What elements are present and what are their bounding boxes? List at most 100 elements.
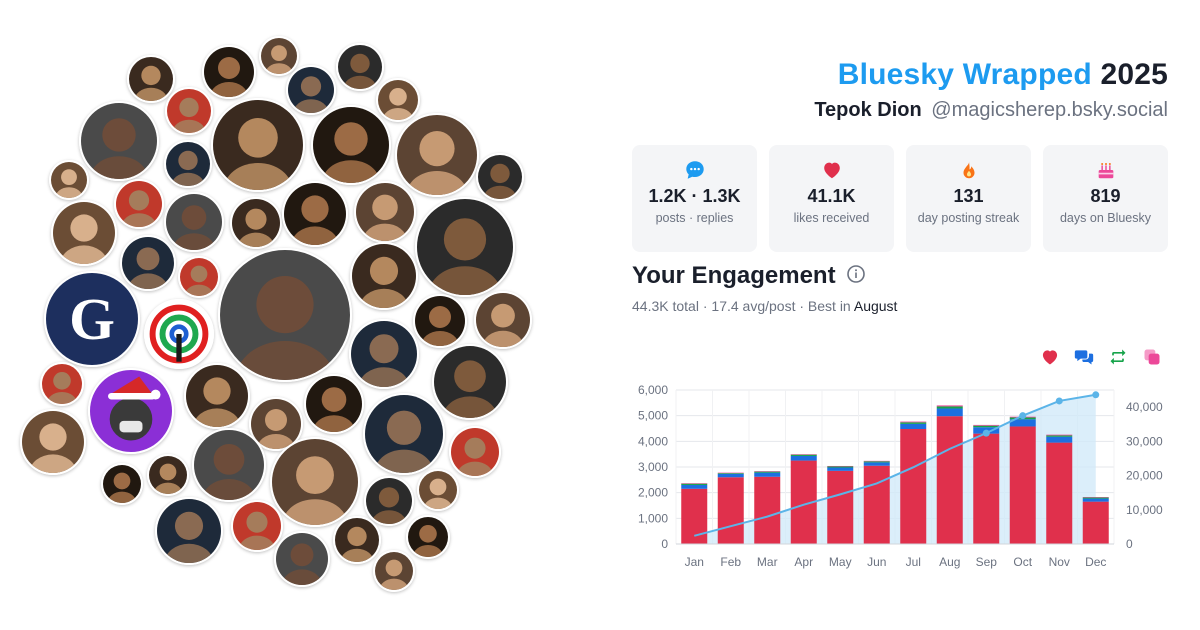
cumulative-point bbox=[1019, 412, 1027, 420]
avatar bbox=[231, 500, 283, 552]
bar-segment-0 bbox=[1082, 501, 1109, 544]
avatar bbox=[364, 476, 414, 526]
avatar bbox=[333, 516, 381, 564]
info-icon[interactable] bbox=[846, 264, 866, 289]
engagement-summary: 44.3K total · 17.4 avg/post · Best in Au… bbox=[632, 298, 898, 314]
stat-value-likes: 41.1K bbox=[807, 186, 856, 206]
stat-label-likes: likes received bbox=[793, 211, 870, 225]
bar-segment-0 bbox=[863, 465, 890, 544]
bar-segment-2 bbox=[973, 425, 1000, 428]
avatar bbox=[474, 291, 532, 349]
comment-bubble-icon bbox=[632, 159, 757, 181]
legend-replies[interactable] bbox=[1074, 347, 1094, 367]
engagement-chart: 0 1,000 2,000 3,000 4,000 5,000 6,000 0 10,000 20… bbox=[638, 383, 1163, 569]
stat-card-streak: 131 day posting streak bbox=[906, 145, 1031, 252]
avatar bbox=[349, 319, 419, 389]
avatar bbox=[165, 87, 213, 135]
avatar bbox=[147, 454, 189, 496]
engagement-title: Your Engagement bbox=[632, 262, 836, 289]
avatar bbox=[373, 550, 415, 592]
bar-segment-1 bbox=[863, 462, 890, 466]
svg-text:G: G bbox=[69, 287, 115, 352]
avatar bbox=[230, 197, 282, 249]
x-tick-label: Oct bbox=[1013, 555, 1032, 569]
avatar-cloud: G bbox=[0, 0, 560, 630]
cumulative-point bbox=[982, 429, 990, 437]
repost-icon bbox=[1110, 349, 1126, 365]
avatar bbox=[363, 393, 445, 475]
bar-segment-2 bbox=[863, 461, 890, 463]
y2-tick-label: 0 bbox=[1126, 537, 1133, 551]
bar-segment-1 bbox=[717, 473, 744, 478]
stat-label-streak: day posting streak bbox=[917, 211, 1020, 225]
avatar bbox=[202, 45, 256, 99]
avatar bbox=[354, 181, 416, 243]
stats-row: 1.2K · 1.3K posts · replies 41.1K likes … bbox=[632, 145, 1168, 252]
avatar bbox=[449, 426, 501, 478]
bar-segment-1 bbox=[900, 423, 927, 430]
bar-segment-3 bbox=[1046, 434, 1073, 436]
bar-segment-0 bbox=[754, 476, 781, 544]
reply-bubbles-icon bbox=[1074, 350, 1094, 365]
page-title: Bluesky Wrapped 2025 bbox=[814, 56, 1168, 94]
engagement-total: 44.3K bbox=[632, 298, 669, 314]
engagement-best-prefix: Best in bbox=[807, 298, 851, 314]
bar-segment-1 bbox=[936, 408, 963, 417]
avatar bbox=[406, 515, 450, 559]
heart-icon bbox=[1042, 350, 1058, 365]
avatar bbox=[51, 200, 117, 266]
avatar bbox=[218, 248, 352, 382]
avatar bbox=[311, 105, 391, 185]
avatar bbox=[114, 179, 164, 229]
bar-segment-1 bbox=[1046, 436, 1073, 443]
avatar bbox=[164, 140, 212, 188]
bar-segment-0 bbox=[900, 429, 927, 544]
avatar bbox=[155, 497, 223, 565]
bar-segment-1 bbox=[790, 455, 817, 461]
avatar bbox=[270, 437, 360, 527]
bar-segment-0 bbox=[717, 477, 744, 544]
x-tick-label: Jun bbox=[867, 555, 886, 569]
avatar bbox=[79, 101, 159, 181]
x-tick-label: Sep bbox=[976, 555, 998, 569]
year-title: 2025 bbox=[1100, 58, 1168, 91]
legend-reposts[interactable] bbox=[1108, 347, 1128, 367]
avatar bbox=[49, 160, 89, 200]
bar-segment-1 bbox=[681, 484, 708, 489]
y-tick-label: 1,000 bbox=[638, 511, 668, 525]
cake-icon bbox=[1043, 159, 1168, 181]
avatar bbox=[120, 235, 176, 291]
avatar bbox=[101, 463, 143, 505]
x-tick-label: Jul bbox=[906, 555, 921, 569]
avatar bbox=[395, 113, 479, 197]
avatar bbox=[415, 197, 515, 297]
legend-likes[interactable] bbox=[1040, 347, 1060, 367]
chart-legend bbox=[1040, 347, 1162, 367]
x-tick-label: Dec bbox=[1085, 555, 1106, 569]
avatar bbox=[417, 469, 459, 511]
avatar bbox=[413, 294, 467, 348]
bar-segment-2 bbox=[900, 422, 927, 424]
bar-segment-0 bbox=[973, 433, 1000, 544]
x-tick-label: Apr bbox=[794, 555, 813, 569]
avatar bbox=[40, 362, 84, 406]
bar-segment-1 bbox=[1082, 498, 1109, 502]
avatar bbox=[432, 344, 508, 420]
stat-card-days: 819 days on Bluesky bbox=[1043, 145, 1168, 252]
y2-tick-label: 20,000 bbox=[1126, 469, 1163, 483]
bar-segment-0 bbox=[1009, 426, 1036, 544]
y-tick-label: 4,000 bbox=[638, 434, 668, 448]
bar-segment-2 bbox=[827, 466, 854, 468]
avatar bbox=[127, 55, 175, 103]
legend-quotes[interactable] bbox=[1142, 347, 1162, 367]
bar-segment-3 bbox=[717, 472, 744, 474]
avatar bbox=[282, 181, 348, 247]
brand-title: Bluesky Wrapped bbox=[837, 58, 1092, 91]
avatar bbox=[178, 256, 220, 298]
avatar bbox=[164, 192, 224, 252]
avatar bbox=[350, 242, 418, 310]
bar-segment-2 bbox=[681, 483, 708, 485]
stat-label-days: days on Bluesky bbox=[1059, 211, 1152, 225]
bar-segment-2 bbox=[790, 454, 817, 456]
avatar bbox=[286, 65, 336, 115]
